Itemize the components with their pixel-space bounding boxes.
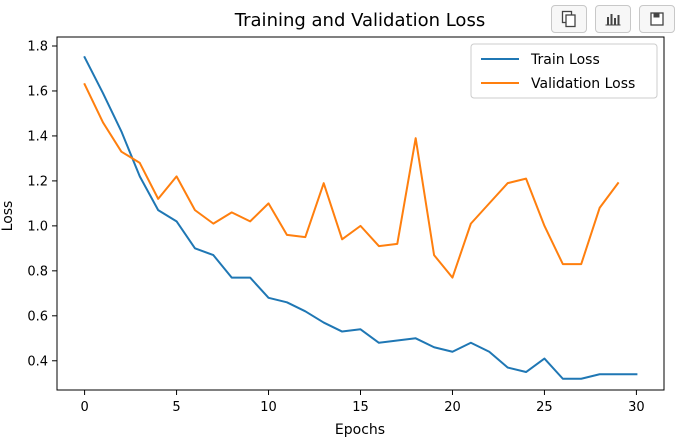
y-tick-label: 0.6 [27, 309, 48, 324]
x-tick-label: 0 [80, 400, 88, 415]
y-tick-label: 1.4 [27, 129, 48, 144]
series-line-validation-loss [83, 82, 620, 279]
chart-toolbar [551, 5, 675, 33]
x-tick-label: 5 [172, 400, 180, 415]
y-axis-label: Loss [0, 201, 16, 232]
bar-chart-icon [605, 14, 621, 26]
y-tick-label: 0.8 [27, 264, 48, 279]
x-tick-label: 25 [536, 400, 553, 415]
chart-title: Training and Validation Loss [234, 10, 485, 31]
y-tick-label: 0.4 [27, 354, 48, 369]
x-tick-label: 20 [444, 400, 461, 415]
y-tick-label: 1.0 [27, 219, 48, 234]
save-icon [650, 12, 664, 26]
x-tick-label: 30 [628, 400, 645, 415]
copy-icon [561, 10, 576, 28]
series-line-train-loss [83, 55, 638, 380]
save-button[interactable] [639, 5, 675, 33]
x-tick-label: 10 [260, 400, 277, 415]
copy-button[interactable] [551, 5, 587, 33]
legend-label: Train Loss [530, 52, 600, 68]
legend-label: Validation Loss [531, 76, 635, 92]
x-tick-label: 15 [352, 400, 369, 415]
x-axis-label: Epochs [335, 422, 385, 438]
y-tick-label: 1.6 [27, 84, 48, 99]
chart-data-button[interactable] [595, 5, 631, 33]
y-tick-label: 1.8 [27, 39, 48, 54]
legend-box [470, 43, 658, 99]
plot-area: 0 5 10 15 20 25 30 0.4 0.6 0.8 1.0 1.2 1.4 1.6 1.8 Trai… [27, 36, 665, 415]
y-tick-label: 1.2 [27, 174, 48, 189]
